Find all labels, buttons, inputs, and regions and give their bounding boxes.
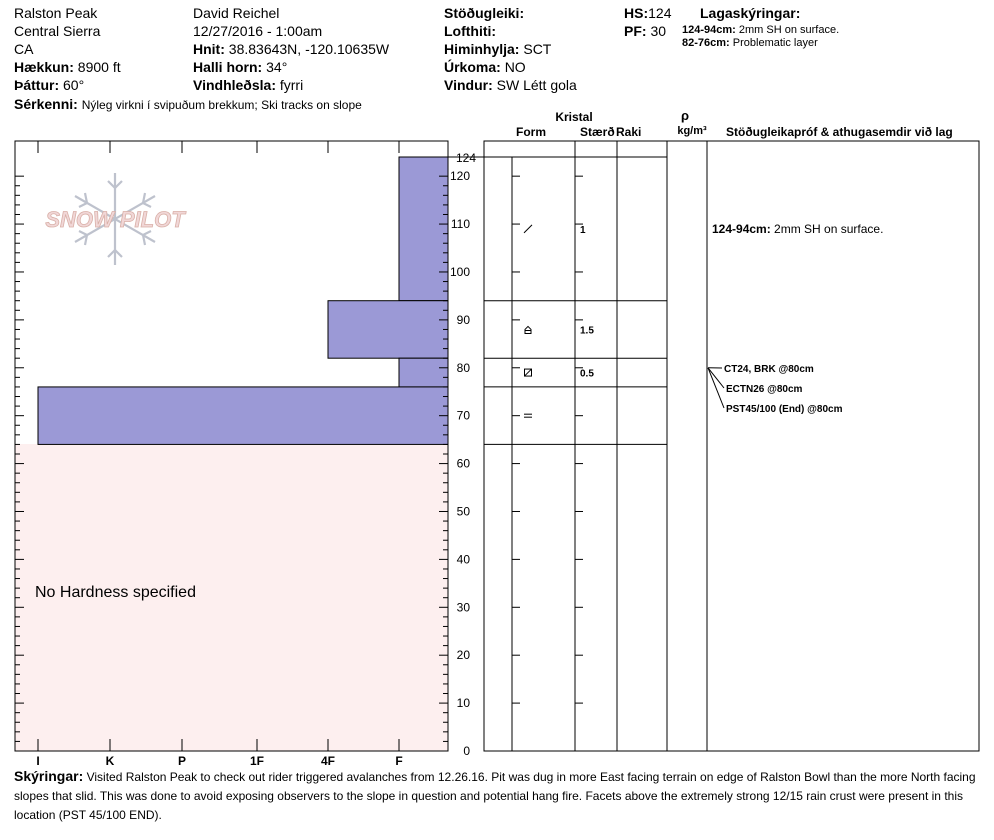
location: Ralston Peak xyxy=(14,5,98,21)
depth-label-110: 110 xyxy=(451,217,470,231)
tests-header: Stöðugleikapróf & athugasemdir við lag xyxy=(726,125,953,139)
foot-penetration: PF: 30 xyxy=(624,23,667,39)
test-result-1: ECTN26 @80cm xyxy=(726,384,803,395)
test-leader-1 xyxy=(707,367,725,389)
crystal-header: Kristal xyxy=(555,110,592,124)
hardness-label-4: 4F xyxy=(321,754,335,767)
hardness-bar-3 xyxy=(37,386,449,445)
depth-label-120: 120 xyxy=(450,169,470,183)
depth-label-70: 70 xyxy=(457,409,471,423)
depth-label-10: 10 xyxy=(457,696,471,710)
layer-note-2: 82-76cm: Problematic layer xyxy=(682,37,818,49)
moisture-header: Raki xyxy=(616,125,641,139)
stability-tests: 124-94cm: 2mm SH on surface. CT24, BRK @8… xyxy=(707,222,883,415)
hardness-label-1: K xyxy=(106,754,115,767)
datetime: 12/27/2016 - 1:00am xyxy=(193,23,323,39)
snow-height: HS:124 xyxy=(624,5,672,21)
depth-label-30: 30 xyxy=(457,600,471,614)
hardness-label-5: F xyxy=(395,754,402,767)
no-hardness-region xyxy=(15,444,448,751)
coordinates: Hnit: 38.83643N, -120.10635W xyxy=(193,41,390,57)
depth-label-20: 20 xyxy=(457,648,471,662)
form-symbol-surface-hoar xyxy=(523,224,533,234)
hardness-bar-1 xyxy=(327,300,449,359)
features: Sérkenni: Nýleg virkni í svipuðum brekku… xyxy=(14,96,362,112)
observer: David Reichel xyxy=(193,5,280,21)
symbol-stroke xyxy=(524,325,532,334)
form-header: Form xyxy=(516,125,546,139)
hardness-label-3: 1F xyxy=(250,754,264,767)
test-result-2: PST45/100 (End) @80cm xyxy=(726,404,843,415)
hardness-bars xyxy=(37,156,449,445)
layer-notes-label: Lagaskýringar: xyxy=(700,5,801,21)
symbol-stroke xyxy=(524,368,532,377)
size-value-1: 1.5 xyxy=(580,325,594,336)
depth-axis: 0 10 20 30 40 50 60 70 80 90 100 110 120 xyxy=(15,156,484,758)
sky-cover: Himinhylja: SCT xyxy=(444,41,552,57)
state: CA xyxy=(14,41,34,57)
symbol-stroke xyxy=(523,224,533,234)
depth-label-60: 60 xyxy=(457,457,471,471)
wind-loading: Vindhleðsla: fyrri xyxy=(193,77,304,93)
layer-table-frame xyxy=(483,140,980,752)
depth-label-100: 100 xyxy=(450,265,470,279)
table-dividers xyxy=(574,141,708,751)
logo-text: SNOW PILOT xyxy=(45,207,186,232)
density-symbol: ρ xyxy=(681,108,689,123)
snowpilot-logo xyxy=(74,173,156,265)
no-hardness-text: No Hardness specified xyxy=(35,584,196,601)
depth-label-50: 50 xyxy=(457,504,471,518)
hardness-ticks xyxy=(37,141,400,751)
size-header: Stærð xyxy=(580,125,615,139)
hardness-scale: I K P 1F 4F F xyxy=(36,754,402,767)
wind: Vindur: SW Létt gola xyxy=(444,77,577,93)
slope-angle: Halli horn: 34° xyxy=(193,59,288,75)
aspect: Þáttur: 60° xyxy=(14,77,85,93)
symbol-stroke xyxy=(524,368,532,377)
layer-comment-0: 124-94cm: 2mm SH on surface. xyxy=(712,222,883,236)
layer-rows: 1 1.5 0.5 xyxy=(523,224,594,418)
total-depth-label: 124 xyxy=(456,151,476,165)
size-value-2: 0.5 xyxy=(580,369,594,380)
density-unit: kg/m³ xyxy=(677,125,707,137)
precipitation: Úrkoma: NO xyxy=(444,59,526,75)
snow-profile-chart: SNOW PILOT I K P 1F 4F F 0 10 20 30 40 50 60 70 80 90 1… xyxy=(14,108,980,767)
layer-boundaries xyxy=(484,156,667,445)
form-symbol-depth-hoar xyxy=(524,325,532,334)
comments: Skýringar: Visited Ralston Peak to check… xyxy=(14,768,976,822)
hardness-bar-0 xyxy=(398,156,449,302)
layer-note-1: 124-94cm: 2mm SH on surface. xyxy=(682,24,840,36)
form-symbol-faceted xyxy=(524,368,532,377)
size-value-0: 1 xyxy=(580,225,586,236)
test-result-0: CT24, BRK @80cm xyxy=(724,364,814,375)
elevation: Hækkun: 8900 ft xyxy=(14,59,121,75)
range: Central Sierra xyxy=(14,23,101,39)
hardness-label-0: I xyxy=(36,754,39,767)
air-temp-label: Lofthiti: xyxy=(444,23,497,39)
depth-label-40: 40 xyxy=(457,552,471,566)
depth-label-0: 0 xyxy=(463,744,470,758)
form-symbol-rounded xyxy=(524,413,532,418)
hardness-bar-2 xyxy=(398,357,449,388)
stability-label: Stöðugleiki: xyxy=(444,5,525,21)
form-depth-ticks xyxy=(511,157,583,752)
hardness-frame xyxy=(14,140,449,752)
depth-label-90: 90 xyxy=(457,313,471,327)
test-leader-2 xyxy=(707,367,725,409)
hardness-label-2: P xyxy=(178,754,186,767)
depth-label-80: 80 xyxy=(457,361,471,375)
